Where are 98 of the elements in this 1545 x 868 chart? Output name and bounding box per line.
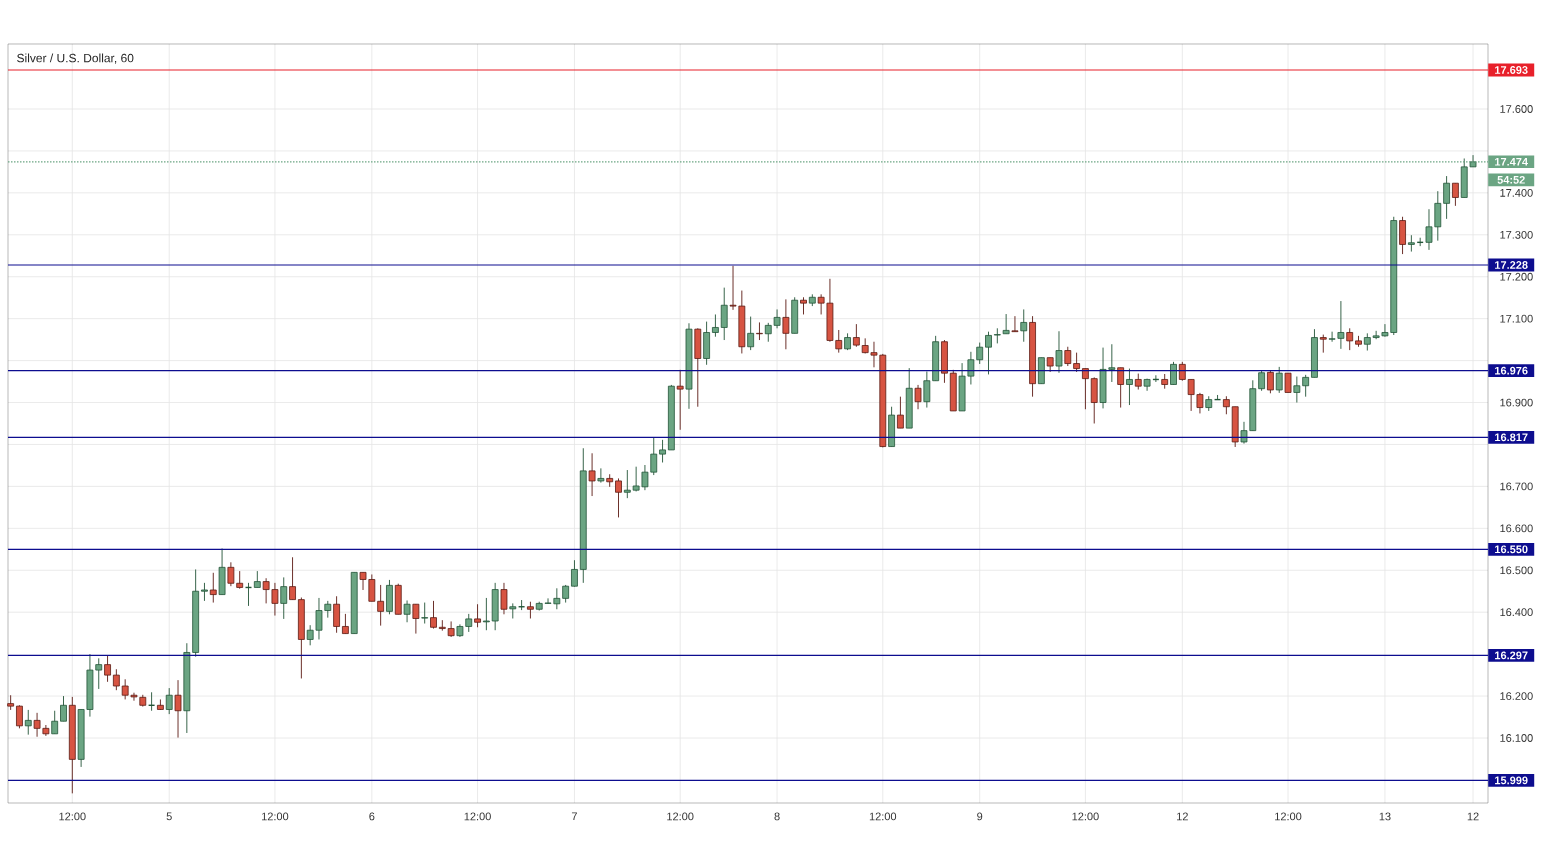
x-tick-label: 5 (166, 812, 172, 821)
candlestick (280, 576, 288, 620)
x-tick-label: 12 (1467, 812, 1479, 821)
candlestick (1090, 376, 1098, 424)
x-tick-label: 12:00 (667, 812, 694, 821)
ref-line-label: 17.693 (1495, 66, 1528, 74)
y-tick-label: 16.400 (1500, 608, 1533, 617)
y-tick-label: 17.100 (1500, 314, 1533, 323)
candlestick (1002, 313, 1010, 335)
text: Silver / U.S. Dollar, 60 (17, 53, 134, 64)
candlestick (1452, 182, 1459, 207)
candlestick (1346, 327, 1354, 351)
y-tick-label: 17.400 (1500, 188, 1533, 197)
x-tick-label: 12:00 (59, 812, 86, 821)
candlestick (852, 323, 860, 348)
x-tick-label: 12:00 (262, 812, 289, 821)
candlestick (1082, 368, 1089, 410)
candlestick (500, 582, 508, 615)
candlestick (1073, 352, 1080, 373)
candlestick (1267, 369, 1274, 394)
candlestick (1302, 374, 1310, 398)
candlestick (1275, 366, 1283, 394)
x-tick-label: 12:00 (1275, 812, 1302, 821)
candlestick (1222, 395, 1230, 415)
x-tick-label: 12 (1177, 812, 1188, 821)
candlestick (1319, 334, 1327, 354)
candlestick (165, 687, 173, 715)
candlestick (1293, 376, 1301, 403)
candlestick (923, 371, 931, 409)
candlestick (1284, 372, 1292, 393)
text: 54:52 (1497, 175, 1525, 184)
y-tick-label: 16.600 (1500, 524, 1533, 533)
candlestick (421, 602, 429, 624)
x-tick-label: 12:00 (869, 812, 897, 821)
candlestick (597, 467, 605, 484)
candlestick (174, 679, 182, 739)
ref-line-label: 15.999 (1495, 776, 1528, 785)
candlestick (1443, 175, 1450, 220)
candlestick (1020, 308, 1028, 343)
candlestick (112, 668, 120, 691)
candlestick (333, 595, 340, 634)
candlestick (16, 704, 23, 729)
candlestick (474, 603, 481, 628)
y-tick-label: 17.200 (1500, 272, 1533, 281)
y-tick-label: 16.200 (1500, 692, 1533, 700)
candlestick (51, 710, 59, 735)
ref-line-label: 17.474 (1495, 158, 1528, 166)
candlestick (1055, 330, 1063, 374)
candlestick (588, 452, 596, 497)
y-tick-label: 17.600 (1500, 105, 1533, 113)
candlestick (720, 287, 728, 341)
x-tick-label: 7 (571, 812, 577, 821)
candlestick (659, 439, 666, 463)
candlestick (897, 396, 904, 429)
candlestick (377, 584, 385, 627)
candlestick (985, 331, 992, 375)
candlestick (1117, 367, 1125, 409)
x-tick-label: 12:00 (464, 812, 491, 821)
candlestick (747, 316, 755, 351)
candlestick (482, 597, 490, 631)
x-tick-label: 6 (369, 812, 375, 821)
ref-line-label: 16.817 (1495, 433, 1528, 442)
candlestick (1258, 369, 1265, 392)
candlestick (209, 572, 217, 603)
candlestick (712, 314, 719, 338)
candlestick (201, 582, 208, 602)
ref-line-label: 16.976 (1495, 366, 1528, 375)
candlestick (615, 477, 622, 518)
candlestick (1126, 368, 1133, 406)
candlestick (403, 600, 411, 623)
candlestick (914, 384, 922, 410)
candlestick (571, 559, 578, 588)
ref-line-label: 16.297 (1495, 651, 1528, 660)
candlestick (430, 600, 437, 629)
x-tick-label: 13 (1379, 812, 1391, 821)
candlestick (1407, 234, 1415, 253)
candlestick (289, 556, 296, 601)
candlestick (342, 613, 349, 635)
candlestick (993, 327, 1001, 344)
y-tick-label: 16.500 (1500, 566, 1533, 575)
candlestick (1064, 346, 1072, 367)
y-tick-label: 16.700 (1500, 482, 1533, 491)
candlestick (412, 603, 420, 635)
candlestick (104, 655, 111, 683)
candlestick (1399, 216, 1406, 255)
x-tick-label: 8 (774, 812, 780, 821)
y-tick-label: 16.100 (1500, 734, 1533, 742)
y-tick-label: 16.900 (1500, 398, 1533, 407)
candlestick (1011, 315, 1019, 333)
candlestick (60, 695, 67, 722)
x-tick-label: 12:00 (1072, 812, 1099, 821)
y-tick-label: 17.300 (1500, 230, 1533, 239)
ref-line-label: 17.228 (1495, 261, 1528, 269)
x-tick-label: 9 (977, 812, 983, 821)
candlestick (676, 369, 684, 431)
ref-line-label: 16.550 (1495, 545, 1528, 554)
candlestick (24, 709, 32, 736)
candlestick (782, 298, 790, 350)
